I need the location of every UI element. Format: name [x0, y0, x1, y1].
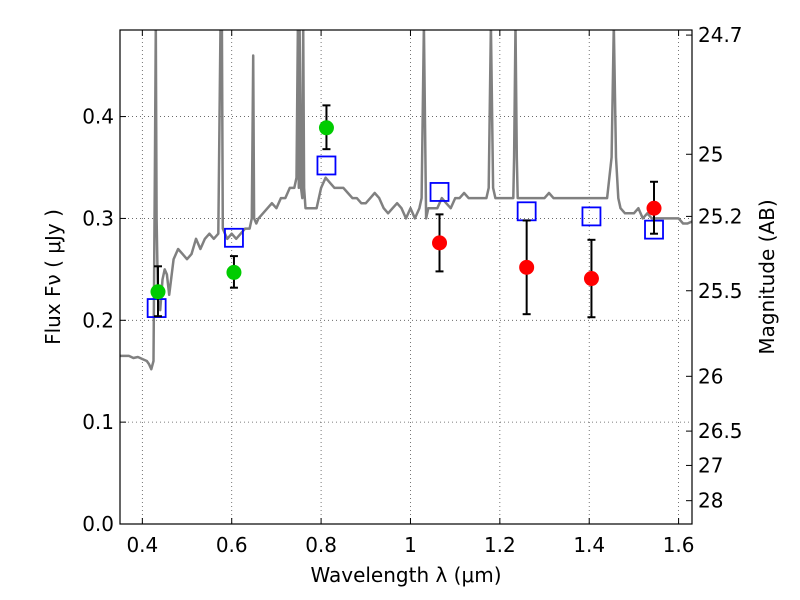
observed-point	[432, 235, 448, 251]
x-tick-label: 0.4	[126, 533, 158, 557]
y2-tick-label: 25.2	[698, 204, 743, 228]
y2-tick-label: 25	[698, 142, 723, 166]
spectrum-line	[120, 30, 692, 371]
x-tick-label: 0.6	[216, 533, 248, 557]
observed-point	[583, 271, 599, 287]
y-tick-label: 0.3	[82, 206, 114, 230]
y2-tick-label: 26	[698, 364, 723, 388]
x-tick-label: 1.4	[573, 533, 605, 557]
model-point-square	[516, 201, 537, 222]
model-point-square	[146, 298, 167, 318]
axis-ticks: 0.4 0.6 0.8 1 1.2 1.4 1.6 0.0 0.1 0.2 0.3 0.4 24.7 25…	[82, 23, 742, 557]
x-axis-label: Wavelength λ (μm)	[310, 563, 501, 587]
y-tick-label: 0.4	[82, 105, 114, 129]
model-point-square	[224, 227, 244, 248]
y2-tick-label: 25.5	[698, 279, 743, 303]
y2-tick-label: 28	[698, 489, 723, 513]
observed-point	[646, 200, 662, 216]
x-tick-label: 0.8	[305, 533, 337, 557]
y2-tick-label: 27	[698, 453, 723, 477]
observed-point	[226, 264, 242, 280]
x-tick-label: 1.2	[484, 533, 516, 557]
plot-area	[120, 30, 692, 371]
y-tick-label: 0.2	[82, 308, 114, 332]
y-axis-label: Flux Fν ( μJy )	[41, 209, 65, 345]
y2-axis-label: Magnitude (AB)	[755, 199, 779, 354]
grid	[120, 30, 692, 525]
model-point-square	[316, 155, 337, 176]
plot-frame	[119, 29, 693, 525]
model-point-square	[581, 206, 602, 227]
y-tick-label: 0.0	[82, 512, 114, 536]
x-tick-label: 1	[404, 533, 417, 557]
plot-clip-group	[120, 30, 692, 371]
observed-point	[150, 284, 166, 300]
observed-point	[318, 120, 334, 136]
model-point-square	[429, 182, 450, 202]
observed-point	[519, 259, 535, 275]
x-tick-label: 1.6	[663, 533, 695, 557]
y-tick-label: 0.1	[82, 410, 114, 434]
y2-tick-label: 26.5	[698, 419, 743, 443]
y2-tick-label: 24.7	[698, 23, 743, 47]
